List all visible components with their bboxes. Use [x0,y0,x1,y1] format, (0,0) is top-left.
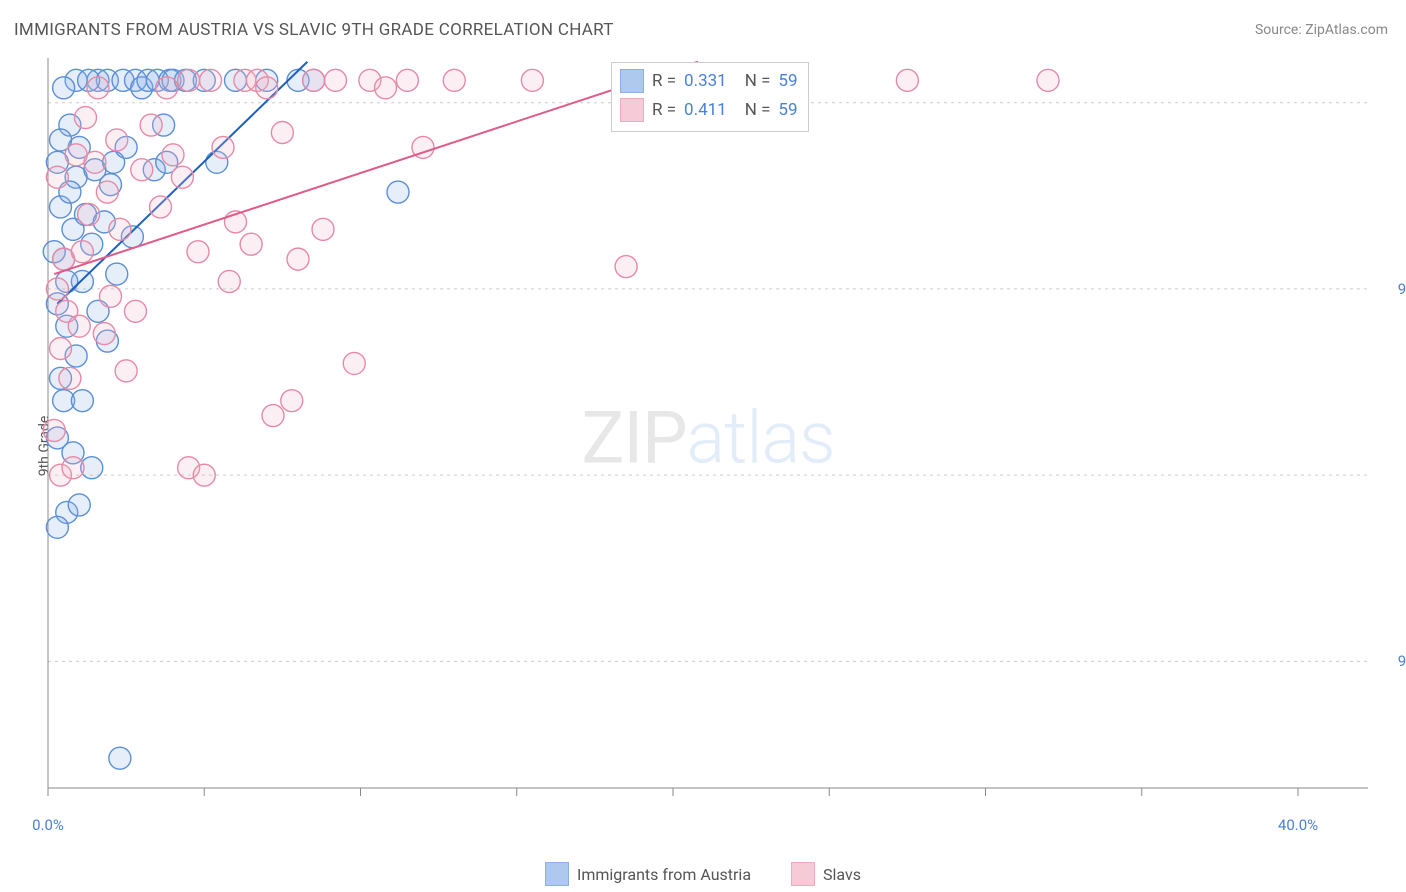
legend-swatch-slavs [791,862,815,886]
stats-r-label: R = [652,67,676,96]
source-name: ZipAtlas.com [1305,22,1388,38]
legend-item-slavs: Slavs [791,862,861,886]
stats-n-value: 59 [778,96,797,125]
bottom-legend: Immigrants from Austria Slavs [545,862,861,886]
stats-r-label: R = [652,96,676,125]
stats-row-austria: R = 0.331 N = 59 [620,67,798,96]
source-prefix: Source: [1255,22,1305,38]
x-tick-label: 40.0% [1278,816,1318,834]
legend-label-slavs: Slavs [823,865,861,884]
stats-row-slavs: R = 0.411 N = 59 [620,96,798,125]
stats-n-value: 59 [778,67,797,96]
stats-r-value: 0.331 [684,67,727,96]
stats-r-value: 0.411 [684,96,727,125]
y-tick-label: 97.5% [1398,280,1406,298]
legend-swatch-austria [545,862,569,886]
y-tick-label: 92.5% [1398,652,1406,670]
chart-container: IMMIGRANTS FROM AUSTRIA VS SLAVIC 9TH GR… [0,0,1406,892]
stats-swatch-slavs [620,98,644,122]
chart-title: IMMIGRANTS FROM AUSTRIA VS SLAVIC 9TH GR… [14,20,614,40]
x-tick-label: 0.0% [32,816,64,834]
stats-box: R = 0.331 N = 59 R = 0.411 N = 59 [611,62,809,132]
chart-area: ZIPatlas R = 0.331N = 59R = 0.411N = 59 … [48,58,1368,818]
legend-label-austria: Immigrants from Austria [577,865,751,884]
source-credit: Source: ZipAtlas.com [1255,22,1388,38]
stats-n-label: N = [745,67,771,96]
legend-item-austria: Immigrants from Austria [545,862,751,886]
stats-n-label: N = [745,96,771,125]
plot-svg [48,58,1368,818]
stats-swatch-austria [620,69,644,93]
